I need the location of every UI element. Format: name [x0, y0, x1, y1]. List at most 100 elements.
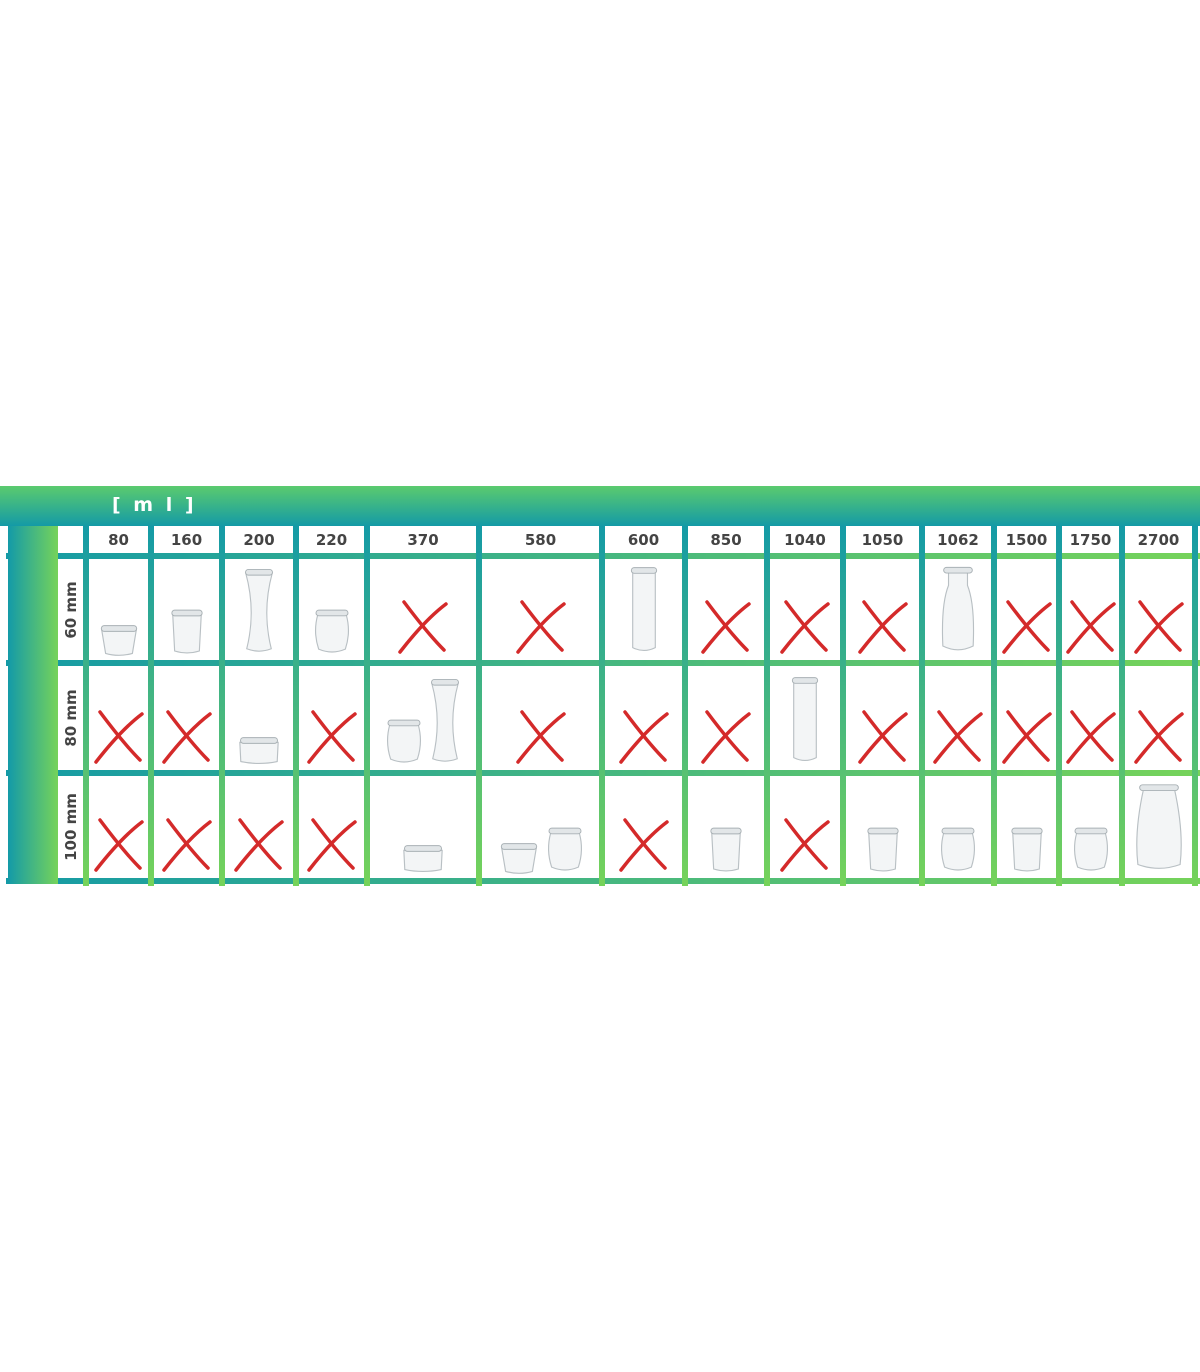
unavailable-cell [154, 776, 219, 878]
available-cell [482, 776, 599, 878]
grid-line-vertical [364, 526, 370, 886]
glass-jar-icon [941, 566, 975, 651]
unavailable-cell [225, 776, 293, 878]
glass-jar-icon [314, 609, 349, 653]
available-cell [997, 776, 1056, 878]
glass-jar-icon [239, 737, 279, 765]
red-cross-icon [933, 710, 983, 764]
red-cross-icon [515, 710, 566, 764]
column-header: 1062 [937, 531, 979, 549]
sidebar-bar [8, 526, 58, 884]
unavailable-cell [154, 666, 219, 770]
glass-jar-icon [710, 827, 742, 872]
unavailable-cell [925, 666, 991, 770]
red-cross-icon [701, 600, 751, 654]
glass-jar-icon [403, 845, 443, 873]
red-cross-icon [306, 818, 357, 872]
unavailable-cell [1125, 560, 1192, 660]
glass-jar-icon [866, 827, 899, 872]
red-cross-icon [618, 710, 669, 764]
unavailable-cell [770, 776, 840, 878]
row-label: 100 mm [62, 793, 80, 861]
unavailable-cell [605, 776, 682, 878]
glass-jar-icon [387, 719, 421, 763]
red-cross-icon [306, 710, 357, 764]
grid-line-vertical [919, 526, 925, 886]
grid-line-vertical [1056, 526, 1062, 886]
glass-jar-icon [170, 609, 203, 654]
row-label: 60 mm [62, 581, 80, 639]
available-cell [299, 560, 364, 660]
grid-line-vertical [1192, 526, 1198, 886]
glass-jar-icon [630, 567, 657, 652]
unavailable-cell [482, 560, 599, 660]
available-cell [225, 666, 293, 770]
red-cross-icon [398, 600, 448, 654]
red-cross-icon [93, 710, 144, 764]
red-cross-icon [618, 818, 669, 872]
unavailable-cell [370, 560, 476, 660]
red-cross-icon [1133, 600, 1184, 654]
glass-jar-icon [1010, 827, 1043, 872]
column-header: 200 [243, 531, 275, 549]
red-cross-icon [1133, 710, 1184, 764]
red-cross-icon [93, 818, 144, 872]
header-banner [0, 486, 1200, 526]
column-header: 80 [108, 531, 129, 549]
grid-line-vertical [991, 526, 997, 886]
glass-jar-icon [1073, 827, 1108, 871]
red-cross-icon [1065, 710, 1116, 764]
grid-line-vertical [83, 526, 89, 886]
glass-jar-icon [791, 677, 819, 762]
red-cross-icon [701, 710, 751, 764]
column-header: 580 [524, 531, 557, 549]
available-cell [925, 560, 991, 660]
available-cell [225, 560, 293, 660]
red-cross-icon [161, 818, 212, 872]
red-cross-icon [515, 600, 566, 654]
available-cell [846, 776, 919, 878]
column-header: 1750 [1069, 531, 1112, 549]
column-header: 1050 [861, 531, 904, 549]
unavailable-cell [299, 666, 364, 770]
unavailable-cell [997, 666, 1056, 770]
unavailable-cell [299, 776, 364, 878]
grid-line-vertical [1119, 526, 1125, 886]
unavailable-cell [770, 560, 840, 660]
available-cell [370, 776, 476, 878]
unavailable-cell [1125, 666, 1192, 770]
unavailable-cell [688, 666, 764, 770]
grid-line-vertical [219, 526, 225, 886]
red-cross-icon [161, 710, 212, 764]
unavailable-cell [688, 560, 764, 660]
grid-line-vertical [840, 526, 846, 886]
red-cross-icon [780, 818, 830, 872]
column-header: 1040 [784, 531, 826, 549]
red-cross-icon [857, 710, 908, 764]
column-header: 850 [710, 531, 742, 549]
row-header: 100 mm [58, 776, 84, 878]
red-cross-icon [857, 600, 908, 654]
column-header: 370 [407, 531, 439, 549]
column-header: 2700 [1137, 531, 1180, 549]
available-cell [370, 666, 476, 770]
glass-jar-icon [941, 827, 975, 871]
column-header: 160 [170, 531, 203, 549]
grid-line-vertical [476, 526, 482, 886]
grid-line-vertical [293, 526, 299, 886]
unavailable-cell [89, 776, 148, 878]
grid-line-vertical [599, 526, 605, 886]
grid-line-vertical [764, 526, 770, 886]
available-cell [925, 776, 991, 878]
glass-jar-icon [245, 568, 273, 652]
row-header: 80 mm [58, 666, 84, 770]
unavailable-cell [997, 560, 1056, 660]
red-cross-icon [780, 600, 830, 654]
unit-label: [ m l ] [112, 494, 197, 516]
glass-jar-icon [1135, 784, 1182, 869]
unavailable-cell [846, 560, 919, 660]
unavailable-cell [1062, 560, 1119, 660]
glass-jar-icon [500, 843, 537, 874]
column-header: 1500 [1005, 531, 1048, 549]
unavailable-cell [1062, 666, 1119, 770]
